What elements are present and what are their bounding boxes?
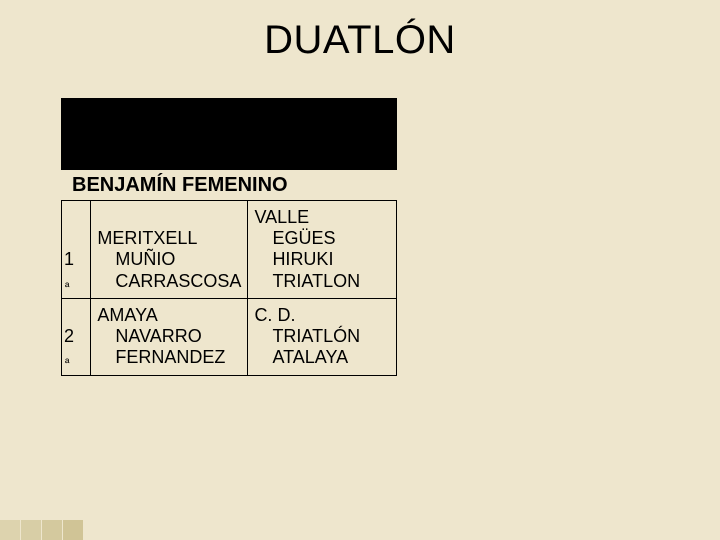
name-last: NAVARRO FERNANDEZ xyxy=(97,326,245,368)
results-table: 1 ª MERITXELL MUÑIO CARRASCOSA VALLE EGÜ… xyxy=(61,200,397,376)
rank-cell: 2 ª xyxy=(62,298,91,375)
category-subtitle: BENJAMÍN FEMENINO xyxy=(72,174,288,197)
footer-decor-boxes xyxy=(0,520,84,540)
decor-box xyxy=(0,520,21,540)
club-line1: C. D. xyxy=(254,305,394,326)
decor-box xyxy=(42,520,63,540)
name-first: MERITXELL xyxy=(97,228,245,249)
page-title: DUATLÓN xyxy=(0,18,720,63)
table-row: 1 ª MERITXELL MUÑIO CARRASCOSA VALLE EGÜ… xyxy=(62,201,397,299)
name-cell: MERITXELL MUÑIO CARRASCOSA xyxy=(91,201,248,299)
club-line2: TRIATLÓN ATALAYA xyxy=(254,326,394,368)
rank-suffix: ª xyxy=(65,280,69,294)
club-line1: VALLE xyxy=(254,207,394,228)
name-first: AMAYA xyxy=(97,305,245,326)
name-cell: AMAYA NAVARRO FERNANDEZ xyxy=(91,298,248,375)
table-row: 2 ª AMAYA NAVARRO FERNANDEZ C. D. TRIATL… xyxy=(62,298,397,375)
name-last: MUÑIO CARRASCOSA xyxy=(97,249,245,291)
club-cell: C. D. TRIATLÓN ATALAYA xyxy=(248,298,397,375)
rank-cell: 1 ª xyxy=(62,201,91,299)
rank-suffix: ª xyxy=(65,356,69,370)
rank-number: 1 xyxy=(64,249,74,270)
decor-box xyxy=(21,520,42,540)
club-cell: VALLE EGÜES HIRUKI TRIATLON xyxy=(248,201,397,299)
rank-number: 2 xyxy=(64,326,74,347)
club-line2: EGÜES HIRUKI TRIATLON xyxy=(254,228,394,292)
decor-box xyxy=(63,520,84,540)
header-black-band xyxy=(61,98,397,170)
